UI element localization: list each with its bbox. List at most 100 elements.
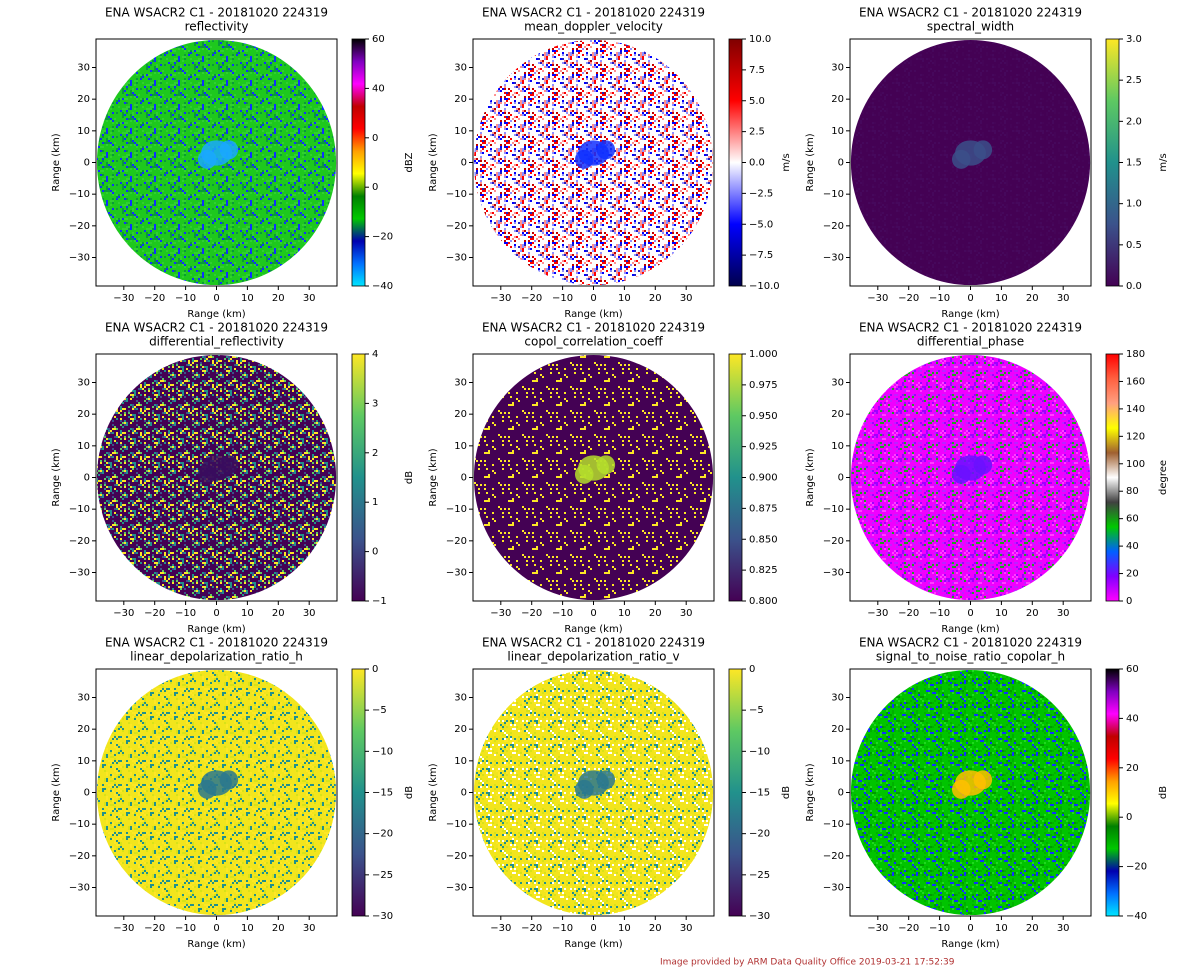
x-tick-label: −30 <box>490 608 511 619</box>
chart-subtitle: signal_to_noise_ratio_copolar_h <box>876 650 1065 664</box>
colorbar-tick-label: 60 <box>372 34 385 45</box>
colorbar-tick-label: 2 <box>372 448 378 459</box>
x-tick-label: −30 <box>867 923 888 934</box>
plot-area <box>473 669 714 916</box>
x-tick-label: 20 <box>1026 293 1039 304</box>
colorbar <box>351 353 366 602</box>
colorbar-tick-label: −25 <box>749 870 770 881</box>
x-tick-label: 0 <box>967 293 973 304</box>
chart-subtitle: spectral_width <box>927 20 1014 34</box>
y-tick-label: −10 <box>823 189 844 200</box>
x-tick-label: 20 <box>649 608 662 619</box>
y-tick-label: −10 <box>69 819 90 830</box>
x-tick-label: −30 <box>867 608 888 619</box>
colorbar-label: dB <box>1158 786 1169 799</box>
y-tick-label: −30 <box>69 883 90 894</box>
colorbar-label: dB <box>404 786 415 799</box>
x-tick-label: −20 <box>898 923 919 934</box>
x-tick-label: 0 <box>590 923 596 934</box>
y-tick-label: 10 <box>77 441 90 452</box>
colorbar-tick-label: 2.5 <box>1126 75 1142 86</box>
colorbar-label: dB <box>404 471 415 484</box>
colorbar-tick-label: 60 <box>1126 664 1139 675</box>
x-tick-label: 10 <box>995 293 1008 304</box>
colorbar <box>351 38 366 287</box>
y-tick-label: 0 <box>84 788 90 799</box>
y-tick-label: 20 <box>77 94 90 105</box>
x-tick-label: 10 <box>241 293 254 304</box>
colorbar-label: dBZ <box>404 152 415 172</box>
y-tick-label: 10 <box>831 441 844 452</box>
footer: Image provided by ARM Data Quality Offic… <box>660 958 955 968</box>
echo-core <box>197 149 217 169</box>
chart-title: ENA WSACR2 C1 - 20181020 224319 <box>859 321 1082 335</box>
colorbar-tick-label: 40 <box>372 83 385 94</box>
x-tick-label: 20 <box>1026 608 1039 619</box>
colorbar-tick-label: −40 <box>372 281 393 292</box>
echo-core <box>574 779 594 799</box>
colorbar-tick-label: 0 <box>1126 596 1132 607</box>
chart-title: ENA WSACR2 C1 - 20181020 224319 <box>482 321 705 335</box>
colorbar-tick-label: 2.5 <box>749 127 765 138</box>
y-axis-label: Range (km) <box>428 133 439 191</box>
x-tick-label: 10 <box>618 293 631 304</box>
colorbar-tick-label: 3 <box>372 398 378 409</box>
colorbar <box>1105 668 1120 917</box>
chart-subtitle: linear_depolarization_ratio_v <box>507 650 679 664</box>
colorbar-tick-label: 140 <box>1126 404 1145 415</box>
y-axis-label: Range (km) <box>805 763 816 821</box>
x-axis-label: Range (km) <box>187 939 245 950</box>
x-tick-label: 0 <box>213 923 219 934</box>
y-tick-label: −10 <box>823 504 844 515</box>
colorbar-tick-label: 7.5 <box>749 65 765 76</box>
x-axis-label: Range (km) <box>564 624 622 635</box>
echo-core <box>219 770 239 790</box>
x-tick-label: 10 <box>618 923 631 934</box>
colorbar-tick-label: −20 <box>1126 862 1147 873</box>
colorbar-tick-label: −1 <box>372 596 387 607</box>
echo-core <box>973 770 993 790</box>
colorbar-tick-label: 0 <box>372 664 378 675</box>
colorbar-tick-label: 3.0 <box>1126 34 1142 45</box>
x-tick-label: −10 <box>552 923 573 934</box>
y-tick-label: 0 <box>838 473 844 484</box>
x-tick-label: −10 <box>552 608 573 619</box>
colorbar <box>1105 38 1120 287</box>
x-tick-label: −10 <box>929 608 950 619</box>
x-tick-label: −10 <box>552 293 573 304</box>
colorbar-tick-label: 0.0 <box>1126 281 1142 292</box>
colorbar-label: degree <box>1158 460 1169 495</box>
colorbar-tick-label: −20 <box>749 829 770 840</box>
y-tick-label: −10 <box>446 819 467 830</box>
x-tick-label: −30 <box>113 608 134 619</box>
echo-core <box>574 464 594 484</box>
y-axis-label: Range (km) <box>51 133 62 191</box>
y-tick-label: 30 <box>831 63 844 74</box>
y-tick-label: 0 <box>461 788 467 799</box>
colorbar-tick-label: 80 <box>1126 486 1139 497</box>
y-tick-label: −20 <box>69 851 90 862</box>
x-tick-label: −10 <box>929 923 950 934</box>
y-tick-label: −10 <box>446 189 467 200</box>
y-tick-label: −30 <box>823 253 844 264</box>
colorbar-label: m/s <box>1158 153 1169 171</box>
x-tick-label: 0 <box>590 608 596 619</box>
y-tick-label: 30 <box>454 693 467 704</box>
x-tick-label: 20 <box>649 293 662 304</box>
colorbar-tick-label: −20 <box>372 829 393 840</box>
x-tick-label: −30 <box>490 293 511 304</box>
echo-core <box>219 455 239 475</box>
x-tick-label: −20 <box>144 293 165 304</box>
y-tick-label: −30 <box>823 883 844 894</box>
echo-core <box>973 455 993 475</box>
y-tick-label: 10 <box>77 756 90 767</box>
colorbar-tick-label: −30 <box>749 911 770 922</box>
y-tick-label: −20 <box>823 221 844 232</box>
y-tick-label: 30 <box>454 378 467 389</box>
y-tick-label: −20 <box>823 536 844 547</box>
x-tick-label: 20 <box>272 923 285 934</box>
x-axis-label: Range (km) <box>941 939 999 950</box>
colorbar-tick-label: 160 <box>1126 376 1145 387</box>
chart-subtitle: reflectivity <box>185 20 249 34</box>
